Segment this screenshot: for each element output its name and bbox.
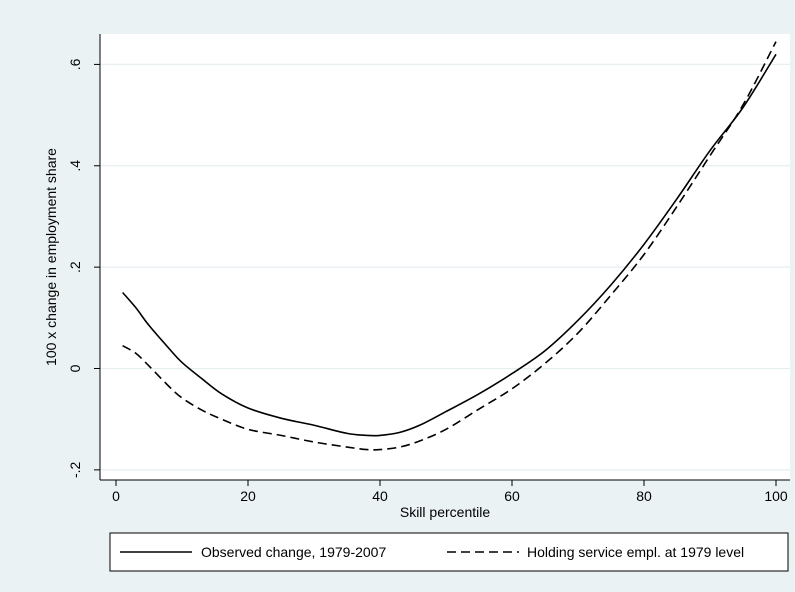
x-tick-label: 80 (636, 488, 652, 504)
plot-area (100, 34, 790, 480)
series-line-observed (121, 53, 777, 437)
x-tick-label: 100 (764, 488, 788, 504)
y-tick-label: 0 (67, 364, 83, 372)
y-tick-label: -.2 (67, 461, 83, 478)
y-tick-label: .6 (67, 58, 83, 70)
series-line-holding (122, 41, 777, 451)
legend-label-observed: Observed change, 1979-2007 (201, 544, 386, 560)
legend: Observed change, 1979-2007 Holding servi… (109, 532, 789, 572)
y-axis-ticks: -.2 0 .2 .4 .6 (67, 58, 100, 478)
x-tick-label: 20 (240, 488, 256, 504)
x-tick-label: 0 (112, 488, 120, 504)
y-tick-label: .2 (67, 261, 83, 273)
legend-label-holding: Holding service empl. at 1979 level (527, 544, 744, 560)
axes (99, 34, 790, 481)
y-axis-label: 100 x change in employment share (43, 148, 59, 366)
y-tick-label: .4 (67, 160, 83, 172)
series-lines (121, 41, 777, 451)
x-tick-label: 60 (504, 488, 520, 504)
x-axis-label: Skill percentile (400, 504, 490, 520)
grid-lines (101, 63, 790, 471)
x-tick-label: 40 (372, 488, 388, 504)
x-axis-ticks: 0 20 40 60 80 100 (112, 480, 788, 504)
